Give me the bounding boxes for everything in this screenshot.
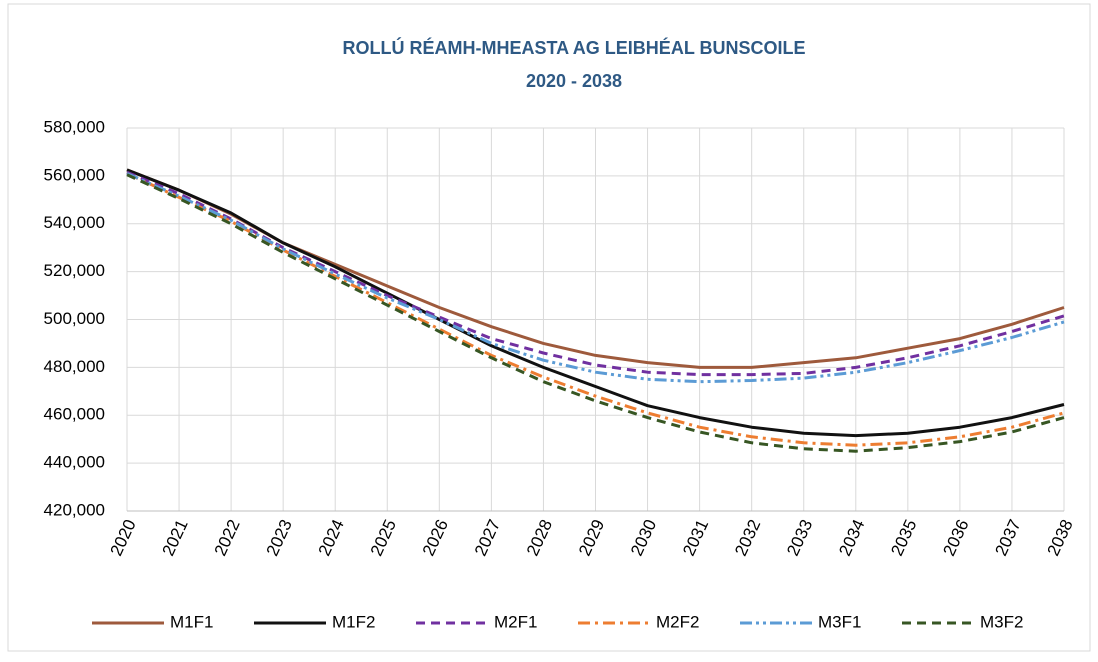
y-tick-label: 440,000 — [44, 453, 105, 472]
chart-frame — [7, 3, 1091, 652]
y-tick-label: 480,000 — [44, 357, 105, 376]
y-tick-label: 580,000 — [44, 117, 105, 136]
series-line — [126, 172, 1065, 447]
y-tick-label: 520,000 — [44, 261, 105, 280]
chart-subtitle: 2020 - 2038 — [526, 71, 622, 91]
y-tick-label: 460,000 — [44, 405, 105, 424]
y-tick-label: 500,000 — [44, 309, 105, 328]
legend-label: M1F1 — [170, 612, 213, 631]
y-tick-label: 540,000 — [44, 213, 105, 232]
legend-label: M3F1 — [818, 612, 861, 631]
y-tick-label: 420,000 — [44, 500, 105, 519]
legend-label: M2F2 — [656, 612, 699, 631]
chart-title: ROLLÚ RÉAMH-MHEASTA AG LEIBHÉAL BUNSCOIL… — [343, 37, 806, 58]
legend-label: M1F2 — [332, 612, 375, 631]
legend-label: M2F1 — [494, 612, 537, 631]
legend-label: M3F2 — [980, 612, 1023, 631]
series-line — [126, 168, 1065, 438]
series-line — [126, 172, 1065, 384]
y-tick-label: 560,000 — [44, 165, 105, 184]
